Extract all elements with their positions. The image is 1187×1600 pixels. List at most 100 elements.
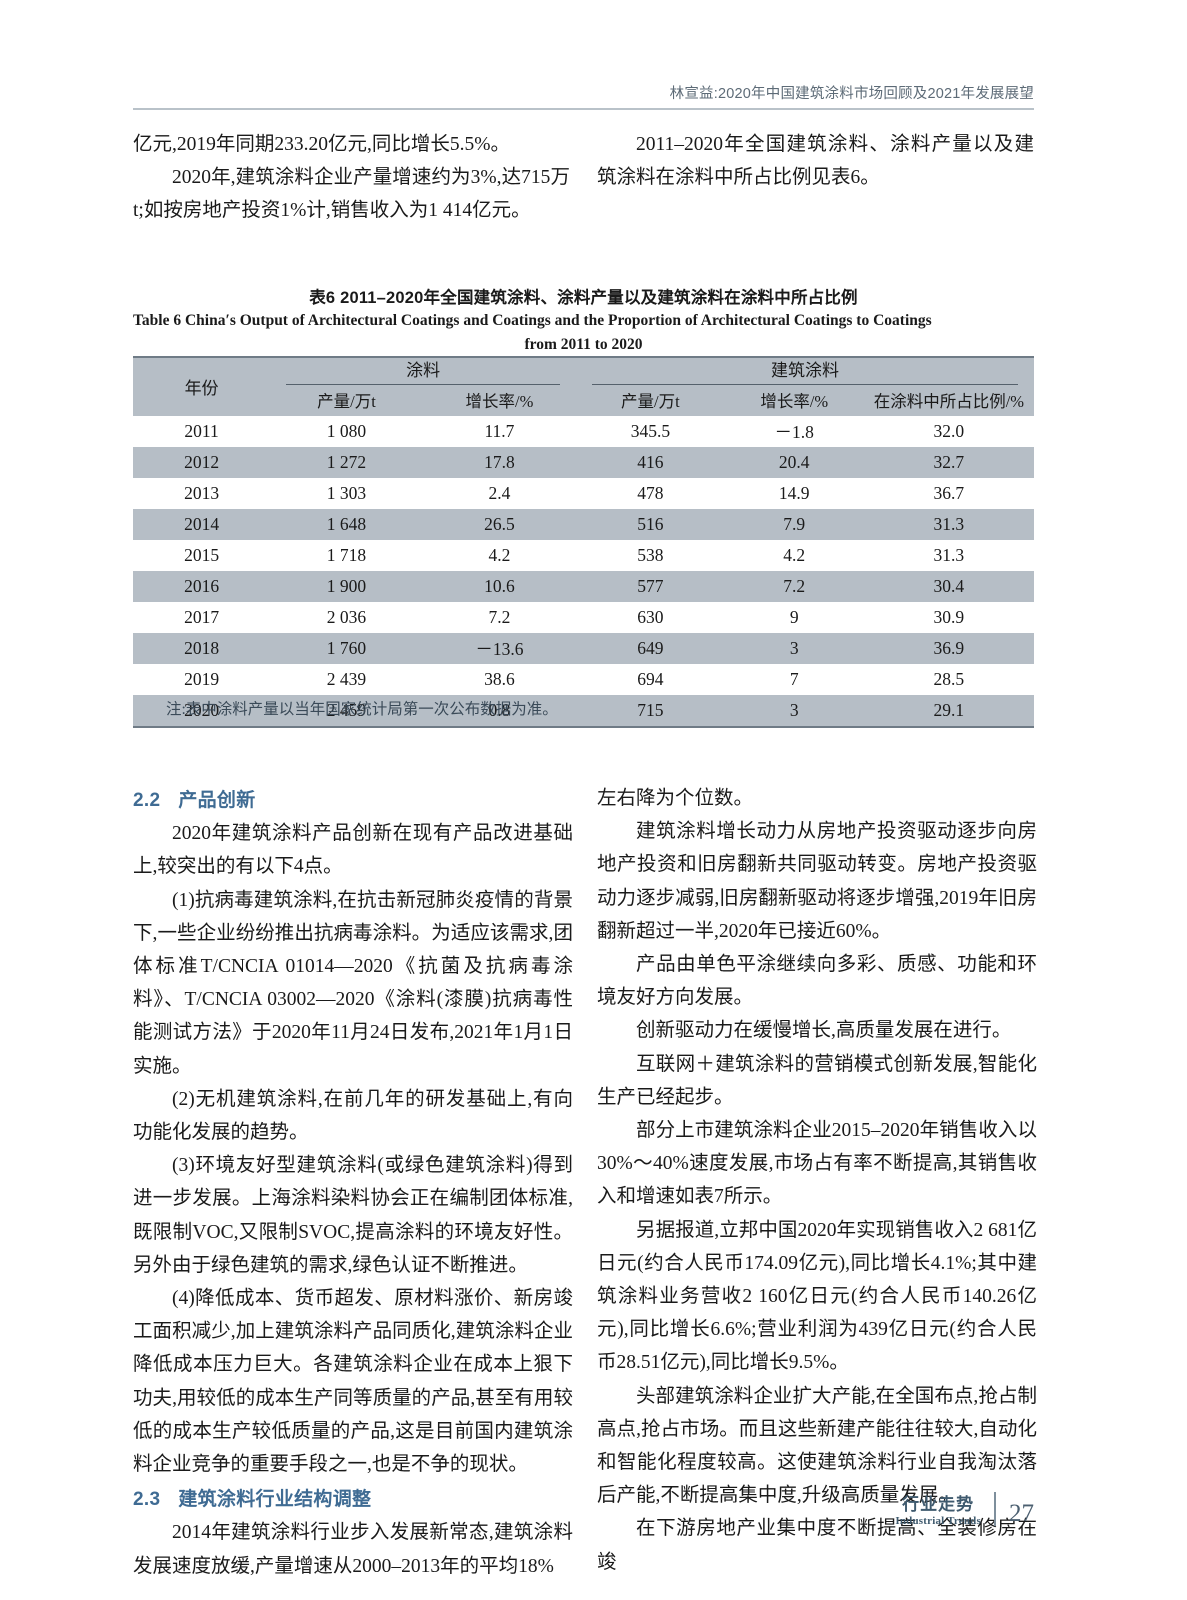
cell-arch-growth: 3 xyxy=(724,695,864,726)
paragraph: 2014年建筑涂料行业步入发展新常态,建筑涂料发展速度放缓,产量增速从2000–… xyxy=(133,1522,573,1577)
footer-label-english: Industrial Trends xyxy=(895,1515,981,1527)
cell-coatings-growth: 10.6 xyxy=(422,571,577,602)
paragraph: 部分上市建筑涂料企业2015–2020年销售收入以30%～40%速度发展,市场占… xyxy=(597,1120,1037,1208)
header-coatings-output: 产量/万t xyxy=(270,386,423,416)
footer-label: 行业走势 Industrial Trends xyxy=(895,1495,981,1528)
cell-arch-output: 345.5 xyxy=(576,416,725,447)
cell-share: 36.7 xyxy=(863,478,1034,509)
top-left-column: 亿元,2019年同期233.20亿元,同比增长5.5%。 2020年,建筑涂料企… xyxy=(133,128,570,227)
cell-coatings-growth: 0.8 xyxy=(422,695,577,726)
cell-arch-growth: －1.8 xyxy=(724,416,864,447)
paragraph: (2)无机建筑涂料,在前几年的研发基础上,有向功能化发展的趋势。 xyxy=(133,1088,573,1144)
running-head: 林宣益:2020年中国建筑涂料市场回顾及2021年发展展望 xyxy=(669,86,1034,102)
cell-year: 2012 xyxy=(133,447,271,478)
header-share: 在涂料中所占比例/% xyxy=(863,386,1034,416)
table-body: 2011 1 080 11.7 345.5 －1.8 32.0 2012 1 272 17.8 4… xyxy=(133,416,1034,726)
cell-share: 32.0 xyxy=(863,416,1034,447)
cell-year: 2016 xyxy=(133,571,271,602)
table-note: 注:表中涂料产量以当年国家统计局第一次公布数据为准。 xyxy=(166,701,558,718)
cell-arch-output: 416 xyxy=(576,447,725,478)
table-row: 2018 1 760 －13.6 649 3 36.9 xyxy=(133,633,1034,664)
cell-year: 2014 xyxy=(133,509,271,540)
cell-arch-output: 538 xyxy=(576,540,725,571)
header-coatings-growth: 增长率/% xyxy=(422,386,577,416)
table-bottom-rule xyxy=(133,726,1034,728)
paragraph: (3)环境友好型建筑涂料(或绿色建筑涂料)得到进一步发展。上海涂料染料协会正在编… xyxy=(133,1155,573,1276)
body-left-column: 2.2 产品创新 2020年建筑涂料产品创新在现有产品改进基础上,较突出的有以下4… xyxy=(133,782,573,1583)
table-subheader-row: 产量/万t 增长率/% 产量/万t 增长率/% 在涂料中所占比例/% xyxy=(133,386,1034,416)
header-group-rule xyxy=(592,384,1018,385)
cell-coatings-output: 1 760 xyxy=(270,633,423,664)
cell-coatings-growth: －13.6 xyxy=(422,633,577,664)
cell-coatings-growth: 7.2 xyxy=(422,602,577,633)
cell-year: 2019 xyxy=(133,664,271,695)
header-group-rule xyxy=(286,384,561,385)
cell-coatings-growth: 2.4 xyxy=(422,478,577,509)
cell-coatings-growth: 17.8 xyxy=(422,447,577,478)
cell-arch-growth: 3 xyxy=(724,633,864,664)
cell-year: 2018 xyxy=(133,633,271,664)
cell-coatings-growth: 11.7 xyxy=(422,416,577,447)
paragraph: 头部建筑涂料企业扩大产能,在全国布点,抢占制高点,抢占市场。而且这些新建产能往往… xyxy=(597,1385,1037,1507)
paragraph: (4)降低成本、货币超发、原材料涨价、新房竣工面积减少,加上建筑涂料产品同质化,… xyxy=(133,1288,573,1476)
cell-coatings-growth: 38.6 xyxy=(422,664,577,695)
cell-coatings-growth: 4.2 xyxy=(422,540,577,571)
cell-share: 29.1 xyxy=(863,695,1034,726)
section-title: 产品创新 xyxy=(178,790,256,811)
cell-coatings-output: 1 303 xyxy=(270,478,423,509)
table-group-header-row: 年份 涂料 建筑涂料 xyxy=(133,356,1034,416)
paragraph: 建筑涂料增长动力从房地产投资驱动逐步向房地产投资和旧房翻新共同驱动转变。房地产投… xyxy=(597,821,1037,942)
header-year: 年份 xyxy=(133,356,271,416)
cell-arch-growth: 4.2 xyxy=(724,540,864,571)
section-number: 2.2 xyxy=(133,790,161,811)
running-head-rule xyxy=(133,108,1034,110)
cell-coatings-output: 2 459 xyxy=(270,695,423,726)
header-arch-growth: 增长率/% xyxy=(724,386,864,416)
cell-share: 30.4 xyxy=(863,571,1034,602)
cell-coatings-output: 1 718 xyxy=(270,540,423,571)
cell-arch-output: 516 xyxy=(576,509,725,540)
section-heading-2-2: 2.2 产品创新 xyxy=(133,784,573,817)
page-number: 27 xyxy=(1009,1500,1034,1527)
table-row: 2019 2 439 38.6 694 7 28.5 xyxy=(133,664,1034,695)
cell-share: 32.7 xyxy=(863,447,1034,478)
table-top-rule xyxy=(133,356,1034,358)
table-row: 2011 1 080 11.7 345.5 －1.8 32.0 xyxy=(133,416,1034,447)
paragraph: (1)抗病毒建筑涂料,在抗击新冠肺炎疫情的背景下,一些企业纷纷推出抗病毒涂料。为… xyxy=(133,889,573,1077)
cell-year: 2013 xyxy=(133,478,271,509)
table-caption-english: Table 6 China′s Output of Architectural … xyxy=(133,309,1034,357)
cell-share: 31.3 xyxy=(863,540,1034,571)
paragraph: 创新驱动力在缓慢增长,高质量发展在进行。 xyxy=(636,1020,1012,1042)
cell-arch-output: 630 xyxy=(576,602,725,633)
cell-share: 31.3 xyxy=(863,509,1034,540)
paragraph: 互联网＋建筑涂料的营销模式创新发展,智能化生产已经起步。 xyxy=(597,1053,1037,1108)
table-head: 年份 涂料 建筑涂料 产量/万t 增长率/% 产量/万t 增长率/% 在涂料 xyxy=(133,356,1034,416)
section-heading-2-3: 2.3 建筑涂料行业结构调整 xyxy=(133,1483,573,1516)
paragraph: 2020年建筑涂料产品创新在现有产品改进基础上,较突出的有以下4点。 xyxy=(133,823,573,878)
table-caption-english-lead: Table 6 China′s Output of Architectural … xyxy=(133,312,932,329)
cell-arch-output: 577 xyxy=(576,571,725,602)
cell-coatings-output: 1 272 xyxy=(270,447,423,478)
paragraph: 在下游房地产业集中度不断提高、全装修房在竣 xyxy=(597,1518,1037,1573)
header-group-coatings: 涂料 xyxy=(270,356,577,386)
paragraph: 产品由单色平涂继续向多彩、质感、功能和环境友好方向发展。 xyxy=(597,954,1037,1009)
page-footer: 行业走势 Industrial Trends 27 xyxy=(895,1492,1034,1528)
cell-coatings-output: 1 900 xyxy=(270,571,423,602)
header-group-coatings-label: 涂料 xyxy=(406,361,441,380)
cell-arch-growth: 7 xyxy=(724,664,864,695)
top-right-column: 2011–2020年全国建筑涂料、涂料产量以及建筑涂料在涂料中所占比例见表6。 xyxy=(597,128,1034,194)
header-group-arch-coatings: 建筑涂料 xyxy=(576,356,1034,386)
cell-coatings-output: 1 648 xyxy=(270,509,423,540)
header-arch-output: 产量/万t xyxy=(576,386,725,416)
cell-arch-output: 649 xyxy=(576,633,725,664)
section-number: 2.3 xyxy=(133,1489,161,1511)
cell-year: 2015 xyxy=(133,540,271,571)
cell-arch-growth: 7.9 xyxy=(724,509,864,540)
cell-coatings-growth: 26.5 xyxy=(422,509,577,540)
cell-coatings-output: 2 439 xyxy=(270,664,423,695)
paragraph: 2011–2020年全国建筑涂料、涂料产量以及建筑涂料在涂料中所占比例见表6。 xyxy=(597,134,1034,188)
cell-coatings-output: 1 080 xyxy=(270,416,423,447)
table-row: 2020 2 459 0.8 715 3 29.1 xyxy=(133,695,1034,726)
cell-share: 36.9 xyxy=(863,633,1034,664)
